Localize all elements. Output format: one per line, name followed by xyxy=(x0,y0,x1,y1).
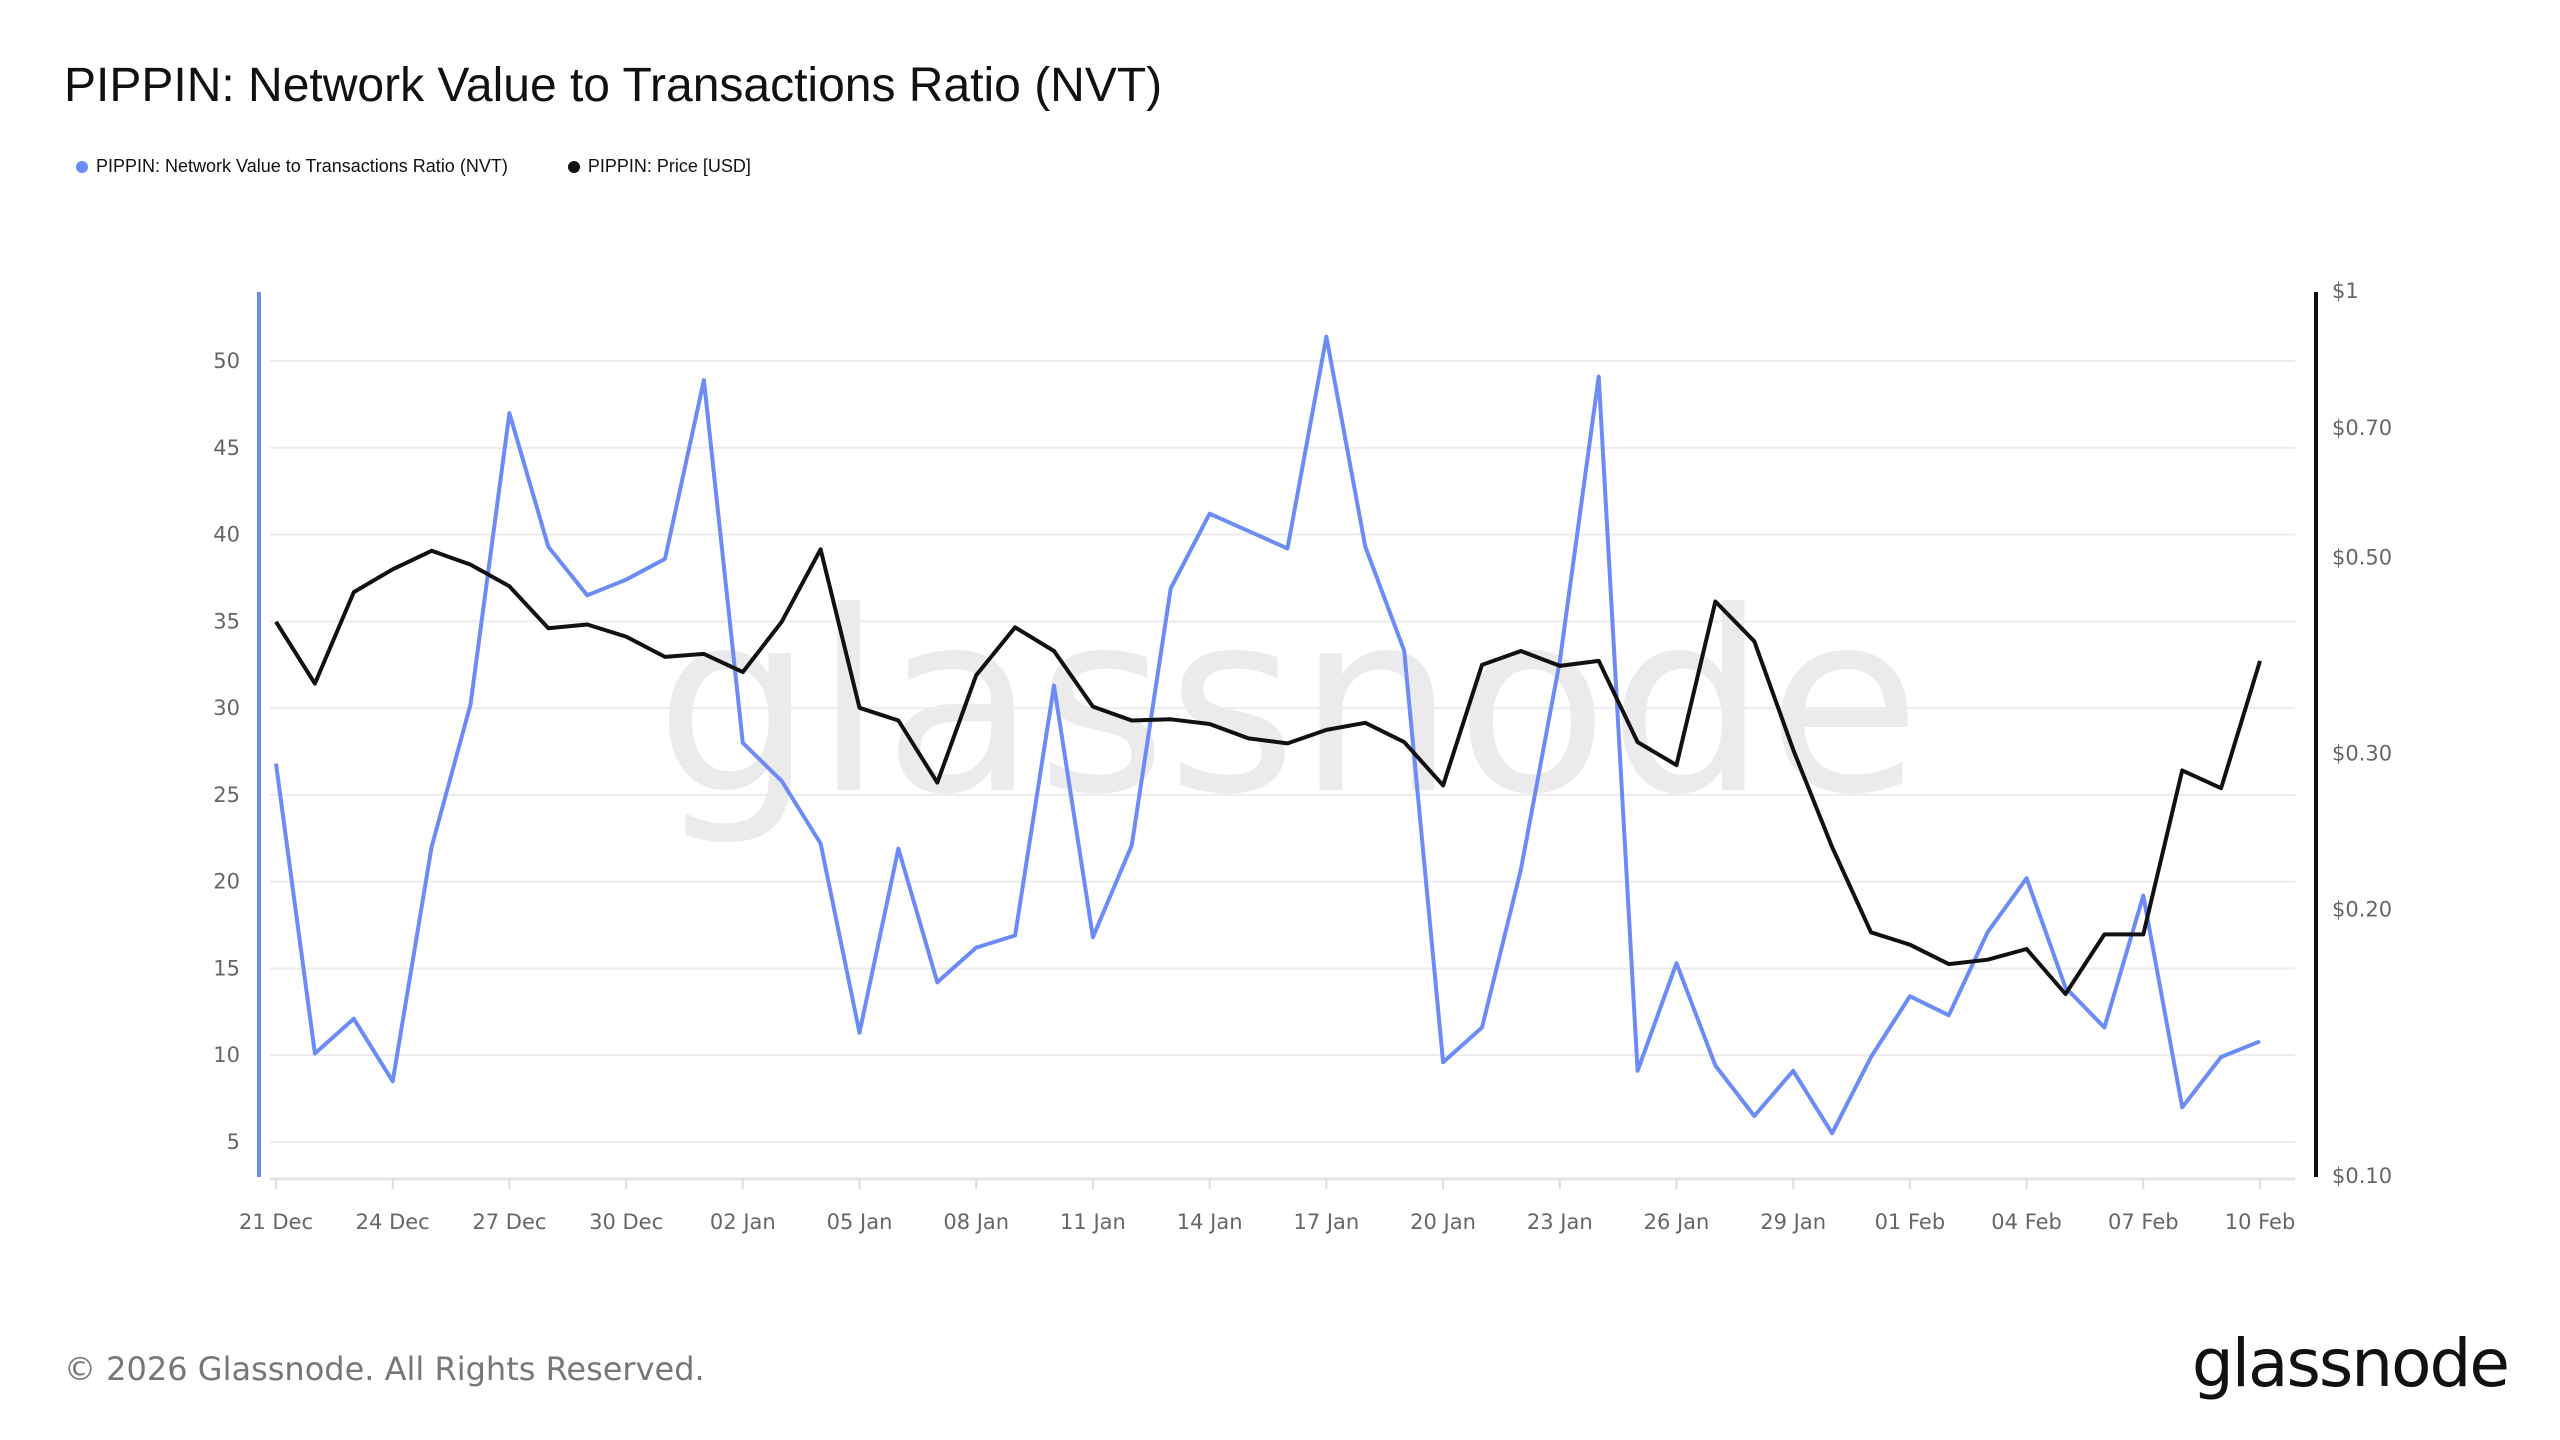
x-tick-label: 20 Jan xyxy=(1410,1210,1476,1234)
x-tick-label: 10 Feb xyxy=(2225,1210,2296,1234)
x-tick-label: 07 Feb xyxy=(2108,1210,2179,1234)
legend-label-price: PIPPIN: Price [USD] xyxy=(587,156,751,176)
glassnode-logo: glassnode xyxy=(2191,1325,2510,1402)
y-right-tick-label: $0.30 xyxy=(2332,742,2392,766)
x-tick-label: 23 Jan xyxy=(1527,1210,1593,1234)
x-tick-label: 05 Jan xyxy=(827,1210,893,1234)
y-left-tick-label: 10 xyxy=(213,1043,240,1067)
watermark: glassnode xyxy=(655,558,1921,849)
legend-dot-icon xyxy=(76,160,88,173)
x-tick-label: 17 Jan xyxy=(1293,1210,1359,1234)
x-tick-label: 02 Jan xyxy=(710,1210,776,1234)
x-tick-label: 14 Jan xyxy=(1177,1210,1243,1234)
y-left-tick-label: 40 xyxy=(213,523,240,547)
x-tick-label: 01 Feb xyxy=(1875,1210,1946,1234)
y-left-tick-label: 45 xyxy=(213,436,240,460)
price-line xyxy=(274,547,2262,996)
x-tick-label: 11 Jan xyxy=(1060,1210,1126,1234)
y-left-tick-label: 50 xyxy=(213,349,240,373)
y-right-tick-label: $0.50 xyxy=(2332,545,2392,569)
copyright: © 2026 Glassnode. All Rights Reserved. xyxy=(64,1350,705,1388)
x-tick-label: 27 Dec xyxy=(472,1210,546,1234)
x-tick-label: 21 Dec xyxy=(239,1210,313,1234)
x-tick-label: 26 Jan xyxy=(1644,1210,1710,1234)
x-tick-label: 30 Dec xyxy=(589,1210,663,1234)
y-right-tick-label: $1 xyxy=(2332,279,2359,303)
legend-item-nvt[interactable]: PIPPIN: Network Value to Transactions Ra… xyxy=(76,156,508,177)
x-tick-label: 04 Feb xyxy=(1991,1210,2062,1234)
legend-item-price[interactable]: PIPPIN: Price [USD] xyxy=(567,156,751,177)
y-right-tick-label: $0.10 xyxy=(2332,1164,2392,1188)
nvt-line xyxy=(274,334,2261,1136)
y-right-tick-label: $0.70 xyxy=(2332,416,2392,440)
y-left-tick-label: 15 xyxy=(213,956,240,980)
chart-title: PIPPIN: Network Value to Transactions Ra… xyxy=(64,59,1163,112)
legend: PIPPIN: Network Value to Transactions Ra… xyxy=(76,156,751,177)
y-left-tick-label: 25 xyxy=(213,783,240,807)
y-left-tick-label: 35 xyxy=(213,609,240,633)
legend-dot-icon xyxy=(567,160,580,173)
y-left-tick-label: 5 xyxy=(227,1130,240,1154)
x-tick-label: 08 Jan xyxy=(943,1210,1009,1234)
y-left-tick-label: 20 xyxy=(213,870,240,894)
x-tick-label: 24 Dec xyxy=(356,1210,430,1234)
y-left-tick-label: 30 xyxy=(213,696,240,720)
legend-label-nvt: PIPPIN: Network Value to Transactions Ra… xyxy=(96,156,508,176)
y-right-tick-label: $0.20 xyxy=(2332,898,2392,922)
x-tick-label: 29 Jan xyxy=(1760,1210,1826,1234)
